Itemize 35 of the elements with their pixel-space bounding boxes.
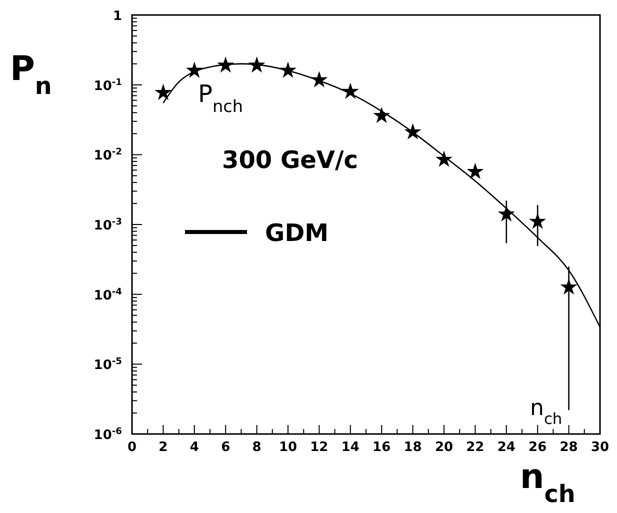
point (560, 278, 578, 295)
x-tick-label: 22 (466, 440, 484, 455)
x-tick-label: 20 (434, 440, 454, 455)
y-tick-label: 10$^{-1}$ (94, 78, 122, 94)
y-tick-label: 10$^{-3}$ (94, 218, 122, 234)
legend-label: GDM (265, 219, 329, 247)
x-tick-label: 14 (341, 440, 360, 455)
y-axis-title: P$_{n}$ (10, 49, 52, 100)
x-tick-label: 18 (404, 440, 422, 455)
x-tick-label: 10 (278, 440, 298, 455)
y-tick-label: 10$^{-6}$ (94, 427, 122, 443)
point (466, 162, 484, 179)
point (373, 106, 390, 124)
x-tick-label: 16 (372, 440, 391, 455)
point (498, 205, 515, 222)
annotation: P$_{nch}$ (198, 80, 243, 116)
x-tick-label: 24 (497, 440, 516, 455)
annotation: 300 GeV/c (222, 146, 358, 174)
x-axis-title: n$_{ch}$ (520, 457, 576, 508)
x-tick-label: 30 (590, 440, 610, 455)
x-tick-label: 0 (127, 440, 137, 455)
x-tick-label: 12 (310, 440, 328, 455)
x-tick-label: 8 (252, 440, 262, 455)
y-tick-label: 10$^{-4}$ (94, 287, 122, 304)
annotation: n$_{ch}$ (530, 396, 562, 428)
x-tick-label: 6 (221, 440, 230, 455)
y-tick-label: 10$^{-2}$ (94, 148, 122, 164)
y-tick-label: 10$^{-5}$ (94, 357, 122, 374)
y-tick-label: 1 (112, 9, 122, 24)
point (529, 212, 546, 229)
x-tick-label: 26 (528, 440, 547, 455)
x-tick-label: 28 (560, 440, 578, 455)
point (154, 84, 172, 100)
x-tick-label: 4 (190, 440, 199, 455)
x-tick-label: 2 (158, 440, 168, 455)
